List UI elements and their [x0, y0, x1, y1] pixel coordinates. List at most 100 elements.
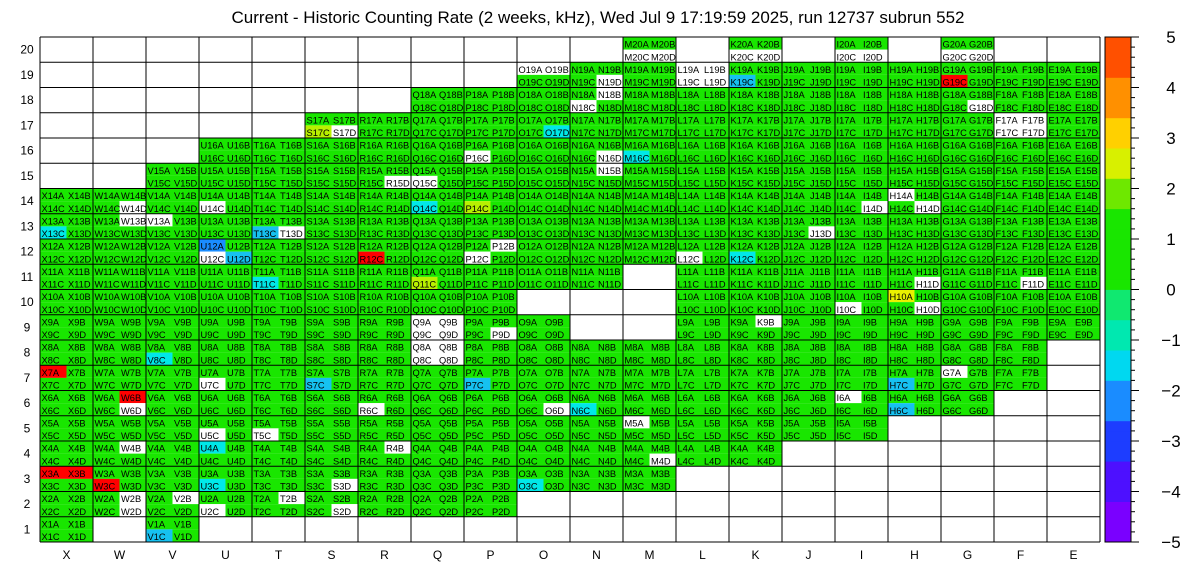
cell-P16B	[490, 138, 517, 151]
cell-label-V14C: V14C	[148, 204, 172, 214]
cell-J9D	[808, 327, 835, 341]
cell-T12A	[252, 239, 279, 252]
cell-X9D	[66, 327, 93, 341]
cell-K17B	[755, 112, 782, 126]
cell-label-F14C: F14C	[996, 204, 1019, 214]
cell-L16D	[702, 150, 729, 164]
cell-label-X8A: X8A	[42, 343, 60, 353]
cell-label-M17D: M17D	[651, 128, 676, 138]
cell-label-L17A: L17A	[678, 115, 701, 125]
cell-S12B	[331, 239, 358, 252]
cell-S2D	[331, 504, 358, 517]
palette-band	[1105, 218, 1131, 230]
cell-label-H13D: H13D	[916, 229, 940, 239]
cell-label-U13C: U13C	[201, 229, 225, 239]
cell-X5D	[66, 428, 93, 442]
cell-label-J17A: J17A	[784, 115, 806, 125]
cell-O12A	[517, 239, 544, 252]
cell-G8B	[967, 340, 994, 353]
y-tick-label: 20	[20, 43, 34, 57]
cell-label-H16B: H16B	[916, 141, 939, 151]
cell-label-G14B: G14B	[969, 191, 993, 201]
cell-M17B	[649, 112, 676, 126]
cell-U3D	[225, 478, 252, 492]
cell-Q12B	[437, 239, 464, 252]
cell-label-S12A: S12A	[307, 242, 331, 252]
palette-band	[1105, 239, 1131, 250]
cell-label-P2A: P2A	[466, 494, 484, 504]
cell-label-P10A: P10A	[466, 292, 490, 302]
cell-label-F7A: F7A	[996, 368, 1014, 378]
cell-N7A	[570, 365, 597, 378]
cell-label-W5D: W5D	[121, 431, 142, 441]
cell-label-Q14A: Q14A	[413, 191, 438, 201]
cell-G17C	[941, 125, 968, 139]
cell-label-H13A: H13A	[890, 216, 914, 226]
x-tick-label: W	[114, 548, 126, 562]
cell-S5C	[305, 428, 332, 442]
cell-G7B	[967, 365, 994, 378]
cell-label-U6B: U6B	[227, 393, 245, 403]
cell-label-S2B: S2B	[333, 494, 351, 504]
cell-N11A	[570, 264, 597, 277]
cell-label-F9A: F9A	[996, 317, 1014, 327]
cell-G10B	[967, 289, 994, 303]
cell-O3B	[543, 466, 570, 479]
cell-R6D	[384, 403, 411, 416]
cell-J12B	[808, 239, 835, 252]
cell-J8D	[808, 352, 835, 366]
cell-label-H16C: H16C	[890, 153, 914, 163]
cell-K15D	[755, 175, 782, 189]
cell-label-M3D: M3D	[651, 482, 671, 492]
cell-label-P16A: P16A	[466, 141, 490, 151]
cell-label-N8A: N8A	[572, 343, 591, 353]
cell-label-I18C: I18C	[837, 103, 857, 113]
cell-label-I14C: I14C	[837, 204, 857, 214]
cell-M18C	[623, 100, 650, 113]
cell-U2D	[225, 504, 252, 517]
cell-label-M19D: M19D	[651, 78, 676, 88]
cell-O15D	[543, 175, 570, 189]
cell-Q7B	[437, 365, 464, 378]
cell-label-O17A: O17A	[519, 115, 544, 125]
cell-label-F8B: F8B	[1022, 343, 1039, 353]
cell-label-S7D: S7D	[333, 381, 351, 391]
palette-band	[1105, 511, 1131, 523]
cell-label-L9B: L9B	[704, 317, 721, 327]
cell-label-M18C: M18C	[625, 103, 650, 113]
cell-label-U12D: U12D	[227, 254, 251, 264]
cell-label-Q5C: Q5C	[413, 431, 432, 441]
cell-label-O4D: O4D	[545, 456, 564, 466]
cell-N18C	[570, 100, 597, 113]
cell-label-N11C: N11C	[572, 280, 595, 290]
cell-label-O8B: O8B	[545, 343, 564, 353]
cell-label-F7D: F7D	[1022, 381, 1040, 391]
palette-tick-label: −5	[1161, 533, 1180, 552]
cell-label-N5D: N5D	[598, 431, 617, 441]
cell-P12B	[490, 239, 517, 252]
cell-N17D	[596, 125, 623, 139]
cell-U3A	[199, 466, 226, 479]
cell-label-R16D: R16D	[386, 153, 410, 163]
cell-label-X4C: X4C	[42, 456, 60, 466]
cell-label-W13C: W13C	[95, 229, 121, 239]
cell-label-K10D: K10D	[757, 305, 781, 315]
x-tick-label: T	[275, 548, 283, 562]
cell-label-V8C: V8C	[148, 355, 166, 365]
cell-label-L6D: L6D	[704, 406, 721, 416]
cell-J19D	[808, 74, 835, 88]
cell-label-H6A: H6A	[890, 393, 909, 403]
x-tick-label: I	[860, 548, 863, 562]
cell-label-M16B: M16B	[651, 141, 675, 151]
cell-W10C	[93, 302, 120, 315]
cell-W6D	[119, 403, 146, 416]
cell-label-W6A: W6A	[95, 393, 116, 403]
cell-E18B	[1073, 87, 1100, 101]
cell-label-L17D: L17D	[704, 128, 727, 138]
cell-P6C	[464, 403, 491, 416]
cell-label-F13C: F13C	[996, 229, 1019, 239]
cell-P12A	[464, 239, 491, 252]
cell-label-G18B: G18B	[969, 90, 993, 100]
cell-H6A	[888, 390, 915, 404]
